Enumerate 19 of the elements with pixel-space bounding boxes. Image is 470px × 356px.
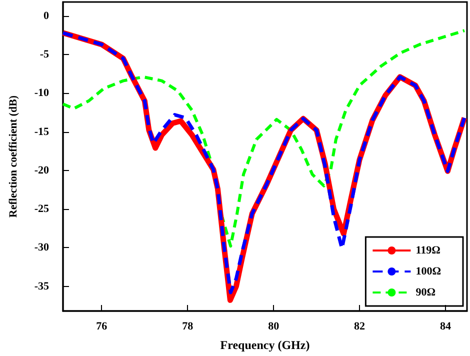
x-tick-label: 84 xyxy=(440,320,452,332)
x-tick-label: 76 xyxy=(96,320,108,332)
legend-label: 90Ω xyxy=(416,286,436,298)
x-tick-label: 78 xyxy=(182,320,194,332)
y-tick-label: -10 xyxy=(34,87,50,100)
y-tick-label: -35 xyxy=(34,280,50,292)
y-tick-label: -15 xyxy=(34,126,50,138)
y-tick-label: -30 xyxy=(34,242,50,254)
line-series xyxy=(62,29,466,248)
y-tick-label: -5 xyxy=(40,48,50,61)
x-axis-title: Frequency (GHz) xyxy=(220,338,310,352)
y-tick-label: 0 xyxy=(44,10,50,22)
y-tick-label: -25 xyxy=(34,203,50,216)
x-tick-label: 82 xyxy=(354,320,366,332)
y-axis-title: Reflection coefficient (dB) xyxy=(8,95,20,218)
legend-label: 119Ω xyxy=(416,244,441,256)
x-tick-label: 80 xyxy=(268,320,280,332)
y-tick-label: -20 xyxy=(34,164,50,176)
legend-label: 100Ω xyxy=(416,266,442,278)
